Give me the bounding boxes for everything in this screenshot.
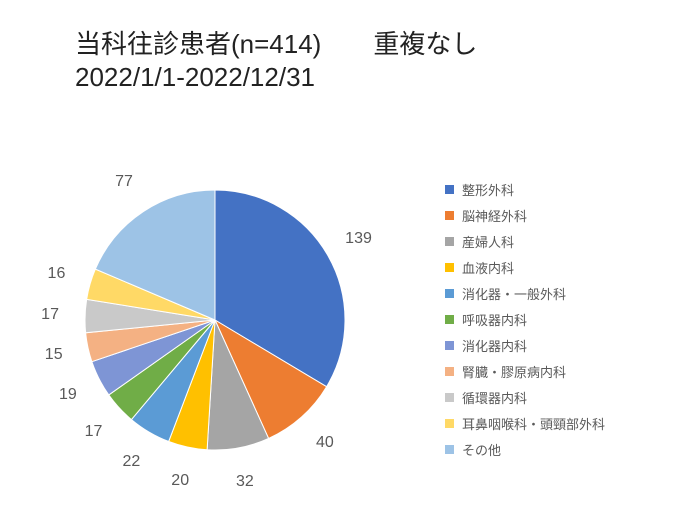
legend-label: 血液内科	[462, 258, 514, 277]
legend-item: 産婦人科	[445, 232, 605, 251]
legend-label: 整形外科	[462, 180, 514, 199]
legend-swatch	[445, 263, 454, 272]
legend-label: 呼吸器内科	[462, 310, 527, 329]
legend-label: 消化器・一般外科	[462, 284, 566, 303]
legend-swatch	[445, 289, 454, 298]
legend-item: 腎臓・膠原病内科	[445, 362, 605, 381]
legend-swatch	[445, 367, 454, 376]
legend-swatch	[445, 341, 454, 350]
slice-value-label: 16	[48, 265, 66, 283]
legend-swatch	[445, 419, 454, 428]
slice-value-label: 15	[45, 346, 63, 364]
legend-item: その他	[445, 440, 605, 459]
legend-label: 腎臓・膠原病内科	[462, 362, 566, 381]
slice-value-label: 17	[85, 423, 103, 441]
legend-item: 整形外科	[445, 180, 605, 199]
slice-value-label: 19	[59, 386, 77, 404]
legend-item: 循環器内科	[445, 388, 605, 407]
legend-swatch	[445, 211, 454, 220]
legend-label: 産婦人科	[462, 232, 514, 251]
slice-value-label: 17	[41, 306, 59, 324]
legend-label: その他	[462, 440, 501, 459]
legend-swatch	[445, 185, 454, 194]
slice-value-label: 20	[171, 472, 189, 490]
legend-label: 耳鼻咽喉科・頭頸部外科	[462, 414, 605, 433]
slice-value-label: 77	[115, 173, 133, 191]
legend-item: 耳鼻咽喉科・頭頸部外科	[445, 414, 605, 433]
legend-item: 脳神経外科	[445, 206, 605, 225]
slice-value-label: 139	[345, 230, 372, 248]
legend-swatch	[445, 315, 454, 324]
legend-swatch	[445, 393, 454, 402]
legend-item: 呼吸器内科	[445, 310, 605, 329]
slice-value-label: 22	[123, 453, 141, 471]
legend-label: 脳神経外科	[462, 206, 527, 225]
legend-item: 血液内科	[445, 258, 605, 277]
legend-swatch	[445, 445, 454, 454]
legend-label: 循環器内科	[462, 388, 527, 407]
slice-value-label: 32	[236, 473, 254, 491]
chart-legend: 整形外科脳神経外科産婦人科血液内科消化器・一般外科呼吸器内科消化器内科腎臓・膠原…	[445, 180, 605, 466]
legend-item: 消化器内科	[445, 336, 605, 355]
legend-item: 消化器・一般外科	[445, 284, 605, 303]
legend-swatch	[445, 237, 454, 246]
legend-label: 消化器内科	[462, 336, 527, 355]
slice-value-label: 40	[316, 434, 334, 452]
